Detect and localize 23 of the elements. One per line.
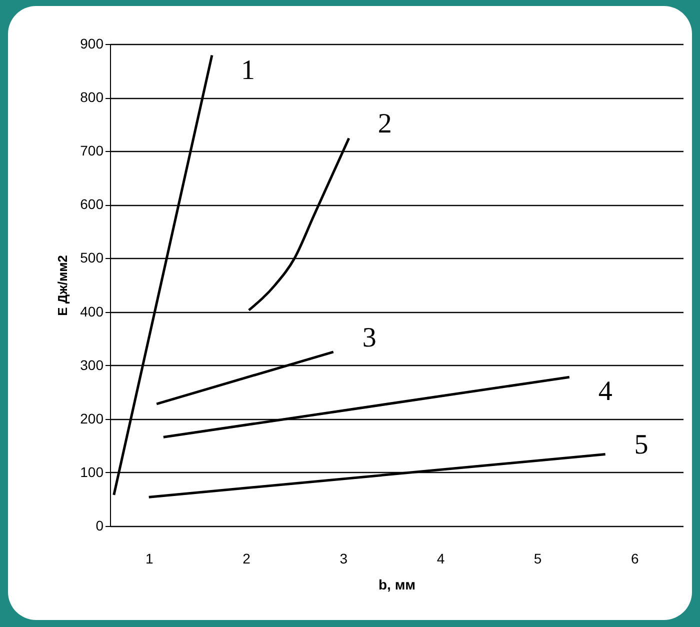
y-tick-label: 800 [80, 89, 104, 106]
y-tick-label: 100 [80, 464, 104, 480]
series-label: 1 [240, 54, 255, 86]
x-tick-label: 4 [436, 550, 445, 566]
y-tick-label: 200 [80, 410, 104, 426]
x-tick-label: 2 [242, 550, 251, 566]
y-tick-label: 900 [80, 36, 104, 52]
x-tick-label: 3 [340, 550, 348, 566]
series-label: 4 [598, 376, 612, 408]
series-label: 2 [378, 108, 392, 140]
x-tick-label: 1 [145, 550, 154, 566]
y-tick-label: 0 [96, 518, 104, 534]
y-tick-label: 600 [80, 196, 104, 212]
y-axis-title: E Дж/мм2 [55, 255, 70, 316]
y-tick-label: 500 [80, 250, 104, 266]
series-label: 5 [634, 430, 648, 461]
series-label: 3 [362, 322, 376, 354]
y-tick-label: 400 [80, 303, 104, 320]
x-tick-label: 5 [534, 550, 542, 566]
x-tick-label: 6 [631, 550, 640, 566]
y-tick-label: 700 [80, 142, 104, 159]
x-axis-title: b, мм [378, 576, 416, 592]
y-tick-label: 300 [80, 356, 104, 373]
